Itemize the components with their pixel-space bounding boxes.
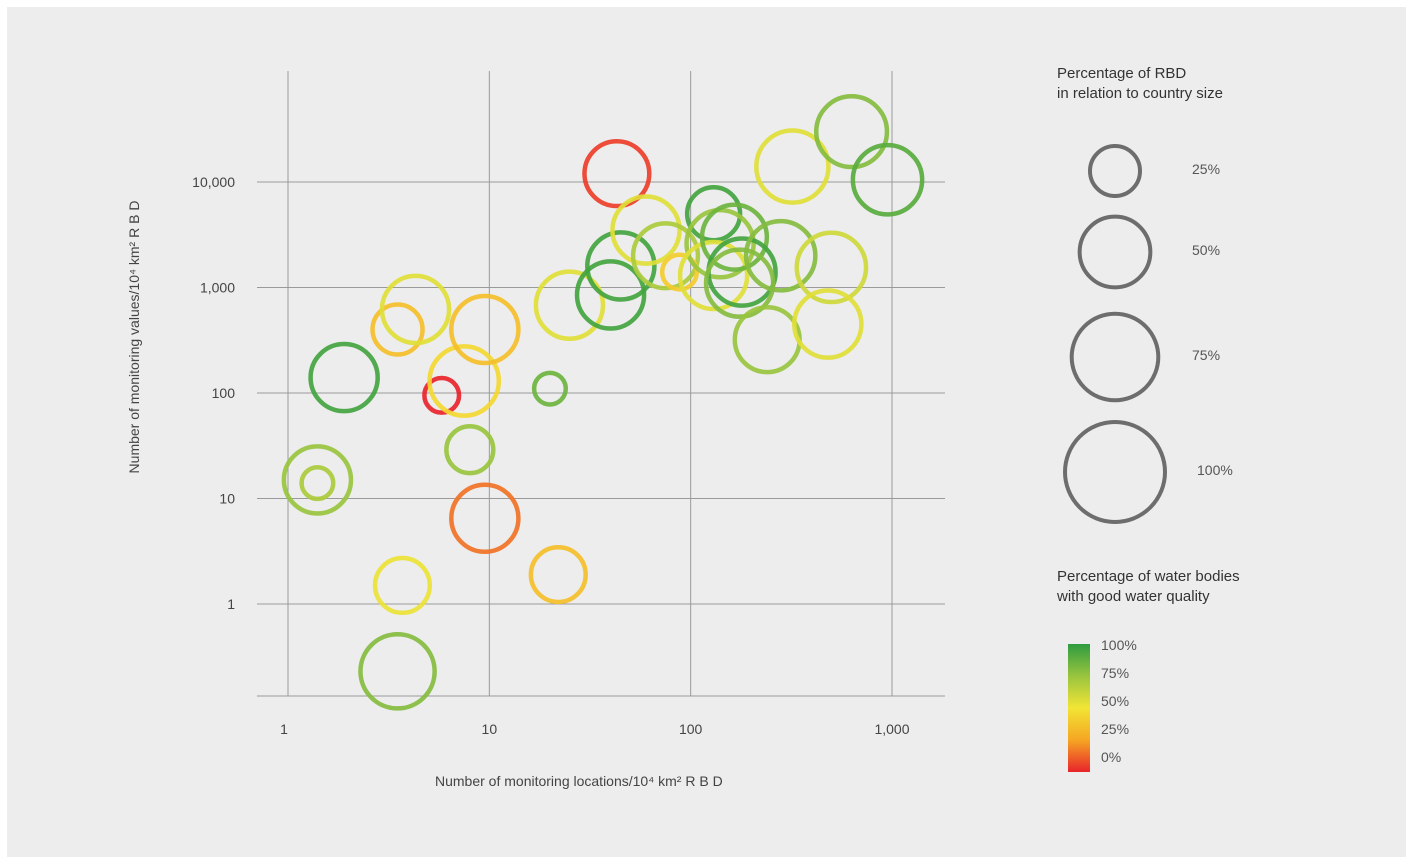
bubble xyxy=(427,344,502,418)
bubble xyxy=(281,444,354,516)
color-legend-title: Percentage of water bodies with good wate… xyxy=(1057,567,1240,607)
x-tick-label: 1,000 xyxy=(874,721,909,737)
chart-panel: 1 10 100 1,000 1 10 100 1,000 10,000 Number of m… xyxy=(7,7,1406,857)
bubble xyxy=(574,259,647,331)
bubble xyxy=(372,555,433,616)
bubble xyxy=(630,221,701,291)
bubbles xyxy=(281,94,925,711)
color-legend-label: 100% xyxy=(1101,637,1137,653)
bubble xyxy=(813,94,890,170)
bubble xyxy=(754,128,831,205)
bubble xyxy=(699,202,770,272)
legend-title-line: Percentage of water bodies xyxy=(1057,568,1240,585)
x-axis-label: Number of monitoring locations/10⁴ km² R… xyxy=(435,773,723,789)
bubble xyxy=(610,194,682,266)
bubble xyxy=(732,305,802,375)
size-legend-circle xyxy=(1077,214,1153,290)
bubble xyxy=(299,465,336,502)
color-scale-bar xyxy=(1068,644,1090,772)
bubble xyxy=(449,482,521,555)
size-legend-label: 100% xyxy=(1197,462,1233,478)
legend-title-line: with good water quality xyxy=(1057,588,1210,605)
bubble xyxy=(703,247,776,319)
color-legend-label: 25% xyxy=(1101,721,1130,737)
bubble xyxy=(531,370,569,407)
size-legend-label: 75% xyxy=(1192,347,1221,363)
bubble xyxy=(533,269,606,341)
bubble xyxy=(659,252,700,292)
color-legend-label: 75% xyxy=(1101,665,1130,681)
bubble xyxy=(444,424,496,476)
size-legend-title: Percentage of RBD in relation to country … xyxy=(1057,64,1223,104)
legend-title-line: Percentage of RBD xyxy=(1057,65,1187,82)
bubble xyxy=(794,230,869,305)
x-tick-label: 1 xyxy=(280,721,288,737)
size-legend-circles xyxy=(1063,144,1167,524)
legend-title-line: in relation to country size xyxy=(1057,85,1223,102)
bubble xyxy=(743,218,818,293)
bubble-chart: 1 10 100 1,000 1 10 100 1,000 10,000 xyxy=(192,71,1167,737)
axes: 1 10 100 1,000 1 10 100 1,000 10,000 xyxy=(192,174,945,737)
bubble xyxy=(792,288,864,360)
bubble xyxy=(422,375,462,415)
bubble xyxy=(379,273,452,346)
y-axis-label: Number of monitoring values/10⁴ km² R B … xyxy=(126,200,142,474)
bubble xyxy=(677,239,750,312)
size-legend-circle xyxy=(1063,420,1167,524)
color-legend-label: 50% xyxy=(1101,693,1130,709)
x-tick-label: 10 xyxy=(482,721,498,737)
x-tick-label: 100 xyxy=(679,721,703,737)
y-tick-label: 1 xyxy=(227,596,235,612)
y-tick-label: 100 xyxy=(212,385,236,401)
bubble xyxy=(358,632,437,711)
bubble xyxy=(370,302,425,357)
size-legend-label: 50% xyxy=(1192,242,1221,258)
y-tick-label: 10 xyxy=(219,491,235,507)
bubble xyxy=(850,142,925,217)
bubble xyxy=(528,544,588,605)
bubble xyxy=(585,230,657,302)
bubble xyxy=(308,341,380,414)
size-legend-circle xyxy=(1069,311,1161,403)
bubble xyxy=(449,293,521,366)
bubble xyxy=(582,138,652,209)
size-legend-circle xyxy=(1088,144,1142,198)
size-legend-label: 25% xyxy=(1192,161,1221,177)
color-legend-label: 0% xyxy=(1101,749,1122,765)
y-tick-label: 10,000 xyxy=(192,174,235,190)
y-tick-label: 1,000 xyxy=(200,280,235,296)
